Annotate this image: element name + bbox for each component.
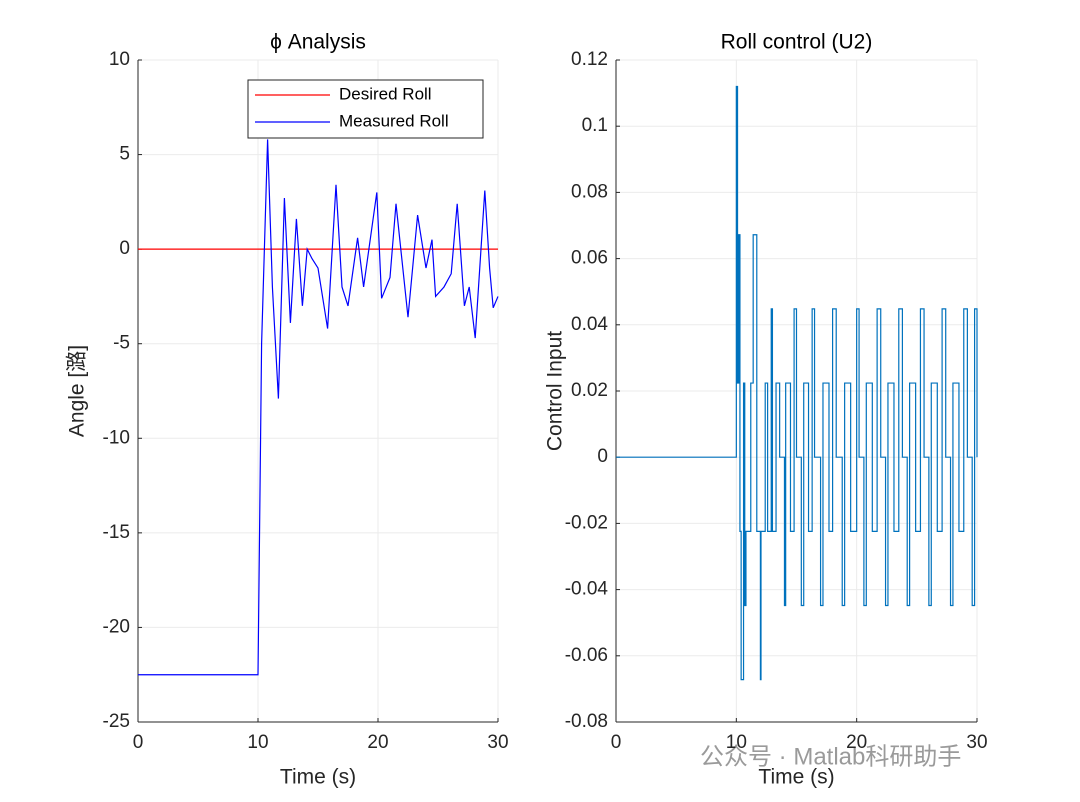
- legend-box: [247, 79, 484, 139]
- x-tick-label: 30: [966, 732, 987, 753]
- y-tick-label: 5: [119, 144, 130, 165]
- x-tick-label: 10: [726, 732, 747, 753]
- chart-title: Roll control (U2): [721, 31, 873, 54]
- y-tick-label: 0.06: [571, 248, 608, 269]
- y-axis-label: Angle [潞]: [66, 345, 89, 437]
- x-tick-label: 20: [846, 732, 867, 753]
- x-tick-label: 20: [367, 732, 388, 753]
- watermark: 公众号 · Matlab科研助手: [700, 743, 961, 770]
- y-tick-label: -0.02: [565, 512, 608, 533]
- y-tick-label: -15: [103, 522, 130, 543]
- data-line: [138, 139, 499, 676]
- data-line: [616, 85, 978, 681]
- y-tick-label: -25: [103, 711, 130, 732]
- x-tick-label: 10: [247, 732, 268, 753]
- subplot: -0.08 -0.06 -0.04 -0.02 0 0.02 0.04 0.06 0.08 0.1…: [544, 31, 988, 789]
- y-tick-label: -10: [103, 427, 130, 448]
- y-tick-label: -0.04: [565, 579, 609, 600]
- y-tick-label: 0.12: [571, 49, 608, 70]
- x-axis-label: Time (s): [280, 766, 356, 789]
- x-tick-label: 0: [611, 732, 622, 753]
- legend-label: Desired Roll: [339, 84, 432, 103]
- y-tick-label: -20: [103, 616, 130, 637]
- x-tick-label: 30: [487, 732, 508, 753]
- y-tick-label: 0: [119, 238, 130, 259]
- x-axis-label: Time (s): [758, 766, 834, 789]
- legend-label: Measured Roll: [339, 111, 449, 130]
- subplot: -25 -20 -15 -10 -5 0 5 10 0 10 20 30 ϕ Analysis Time …: [66, 31, 509, 789]
- y-tick-label: 0.08: [571, 181, 608, 202]
- chart-title: ϕ Analysis: [270, 31, 366, 54]
- plot-area: [138, 60, 498, 722]
- y-tick-label: 0.02: [571, 380, 608, 401]
- y-tick-label: -0.08: [565, 711, 608, 732]
- y-tick-label: 10: [109, 49, 130, 70]
- y-axis-label: Control Input: [544, 331, 567, 451]
- x-tick-label: 0: [133, 732, 144, 753]
- y-tick-label: -5: [113, 333, 130, 354]
- y-tick-label: -0.06: [565, 645, 608, 666]
- y-tick-label: 0.04: [571, 314, 608, 335]
- y-tick-label: 0.1: [582, 115, 608, 136]
- y-tick-label: 0: [597, 446, 608, 467]
- legend: Desired Roll Measured Roll: [247, 79, 484, 139]
